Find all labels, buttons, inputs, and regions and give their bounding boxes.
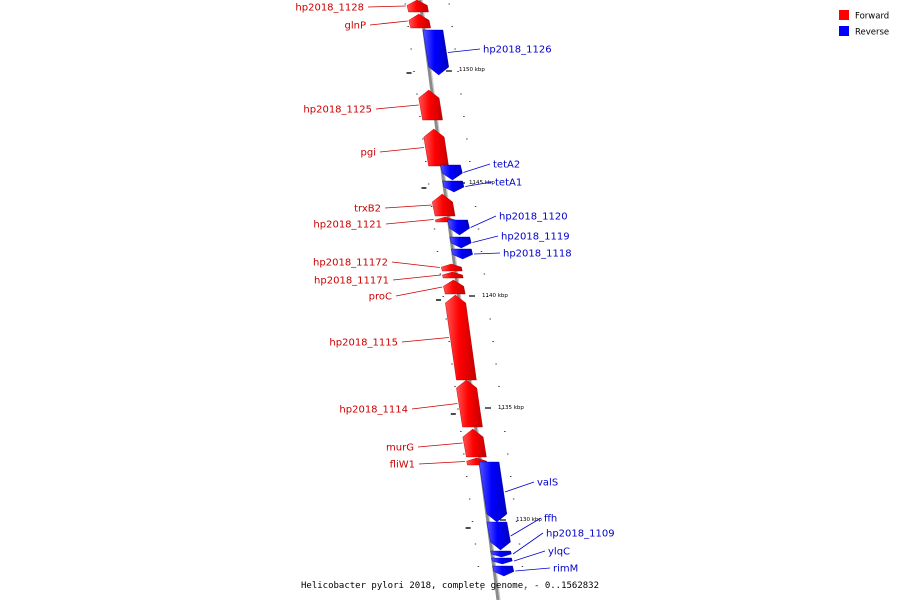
gene-arrow-hp2018_1128[interactable] — [406, 0, 429, 13]
gene-connector-hp2018_11171 — [392, 274, 441, 281]
gene-connector-ffh — [510, 517, 542, 537]
gene-connector-trxB2 — [384, 204, 432, 209]
gene-layer: hp2018_1128 glnP hp2018_1126 hp2018_1125pgi… — [295, 0, 615, 577]
gene-arrow-hp2018_1120[interactable] — [447, 219, 470, 236]
kbp-label: 1135 kbp — [498, 405, 524, 411]
kbp-tick-1145: 1145 kbp — [459, 180, 495, 186]
gene-arrow-ylqC[interactable] — [491, 557, 513, 565]
gene-arrow-proC[interactable] — [443, 279, 466, 295]
gene-connector-tetA2 — [463, 163, 491, 173]
gene-arrow-tetA1[interactable] — [442, 180, 465, 193]
gene-connector-hp2018_1109 — [512, 532, 544, 555]
gene-label-hp2018_1115[interactable]: hp2018_1115 — [329, 338, 398, 349]
gene-connector-ylqC — [513, 550, 546, 562]
gene-arrow-tetA2[interactable] — [440, 164, 463, 181]
gene-label-tetA1[interactable]: tetA1 — [495, 178, 522, 189]
legend-item-forward[interactable]: Forward — [839, 10, 889, 22]
gene-label-trxB2[interactable]: trxB2 — [354, 204, 381, 215]
gene-connector-pgi — [379, 147, 425, 153]
gene-arrow-hp2018_11171[interactable] — [442, 271, 464, 279]
kbp-tick-1140: 1140 kbp — [469, 293, 508, 299]
gene-connector-hp2018_1128 — [367, 5, 406, 8]
legend-item-reverse[interactable]: Reverse — [839, 26, 889, 38]
gene-connector-fliW1 — [418, 461, 466, 465]
gene-connector-hp2018_1126 — [447, 48, 481, 53]
gene-label-proC[interactable]: proC — [369, 292, 392, 303]
gene-connector-hp2018_1118 — [474, 252, 501, 255]
gene-label-hp2018_1109[interactable]: hp2018_1109 — [546, 529, 615, 540]
gene-connector-hp2018_1120 — [470, 215, 497, 228]
gene-label-hp2018_1126[interactable]: hp2018_1126 — [483, 45, 552, 56]
gene-connector-hp2018_11172 — [391, 261, 440, 268]
gene-label-tetA2[interactable]: tetA2 — [493, 160, 520, 171]
gene-arrow-hp2018_1126[interactable] — [422, 29, 449, 76]
kbp-tick-1150: 1150 kbp — [446, 67, 485, 73]
kbp-label: 1130 kbp — [516, 517, 542, 523]
gene-label-murG[interactable]: murG — [386, 443, 414, 454]
gene-arrow-trxB2[interactable] — [431, 193, 456, 217]
gene-connector-rimM — [515, 567, 551, 572]
kbp-label: 1140 kbp — [482, 293, 508, 299]
gene-arrow-valS[interactable] — [478, 461, 508, 523]
gene-arrow-hp2018_1115[interactable] — [445, 294, 477, 381]
gene-arrow-hp2018_1109[interactable] — [490, 550, 512, 558]
gene-label-hp2018_1128[interactable]: hp2018_1128 — [295, 3, 364, 14]
gene-label-hp2018_11172[interactable]: hp2018_11172 — [313, 258, 388, 269]
gene-connector-hp2018_1125 — [375, 104, 419, 110]
gene-arrow-ffh[interactable] — [486, 521, 511, 551]
gene-label-pgi[interactable]: pgi — [361, 148, 376, 159]
gene-label-hp2018_1125[interactable]: hp2018_1125 — [303, 105, 372, 116]
gene-label-hp2018_11171[interactable]: hp2018_11171 — [314, 276, 389, 287]
genome-caption: Helicobacter pylori 2018, complete genom… — [301, 581, 599, 591]
gene-arrow-hp2018_1119[interactable] — [449, 236, 472, 249]
kbp-tick-1130: 1130 kbp — [500, 517, 542, 523]
gene-connector-glnP — [369, 20, 408, 26]
gene-label-glnP[interactable]: glnP — [345, 21, 367, 32]
gene-label-valS[interactable]: valS — [537, 478, 558, 489]
gene-connector-proC — [395, 286, 443, 297]
legend-swatch-forward — [839, 10, 849, 20]
gene-connector-murG — [417, 442, 463, 448]
legend-label-reverse: Reverse — [855, 28, 889, 38]
kbp-label: 1145 kbp — [469, 180, 495, 186]
gene-label-hp2018_1120[interactable]: hp2018_1120 — [499, 212, 568, 223]
tick-layer — [404, 3, 527, 590]
legend-label-forward: Forward — [855, 12, 889, 22]
gene-connector-valS — [504, 481, 535, 493]
gene-arrow-rimM[interactable] — [492, 565, 515, 577]
gene-connector-hp2018_1119 — [472, 235, 499, 243]
gene-arrow-hp2018_1118[interactable] — [451, 248, 473, 260]
gene-label-ffh[interactable]: ffh — [544, 514, 557, 525]
gene-label-ylqC[interactable]: ylqC — [548, 547, 570, 558]
gene-label-rimM[interactable]: rimM — [553, 564, 578, 575]
legend-swatch-reverse — [839, 26, 849, 36]
gene-label-hp2018_1114[interactable]: hp2018_1114 — [339, 405, 408, 416]
gene-arrow-pgi[interactable] — [423, 128, 449, 167]
gene-arrow-murG[interactable] — [462, 428, 487, 458]
gene-arrow-hp2018_1125[interactable] — [418, 89, 443, 121]
kbp-ticks: 1150 kbp 1145 kbp 1140 kbp 1135 kbp 1130… — [446, 67, 542, 523]
gene-arrow-glnP[interactable] — [408, 13, 431, 29]
kbp-tick-1135: 1135 kbp — [485, 405, 524, 411]
gene-connector-hp2018_1121 — [385, 219, 434, 225]
gene-connector-tetA1 — [465, 181, 493, 187]
gene-connector-hp2018_1114 — [411, 403, 458, 410]
legend: Forward Reverse — [839, 10, 889, 38]
kbp-label: 1150 kbp — [459, 67, 485, 73]
gene-label-hp2018_1121[interactable]: hp2018_1121 — [313, 220, 382, 231]
gene-arrow-hp2018_11172[interactable] — [441, 263, 463, 272]
gene-connector-hp2018_1115 — [401, 337, 449, 343]
gene-arrow-hp2018_1114[interactable] — [456, 379, 483, 428]
gene-label-fliW1[interactable]: fliW1 — [390, 460, 415, 471]
gene-label-hp2018_1119[interactable]: hp2018_1119 — [501, 232, 570, 243]
gene-label-hp2018_1118[interactable]: hp2018_1118 — [503, 249, 572, 260]
